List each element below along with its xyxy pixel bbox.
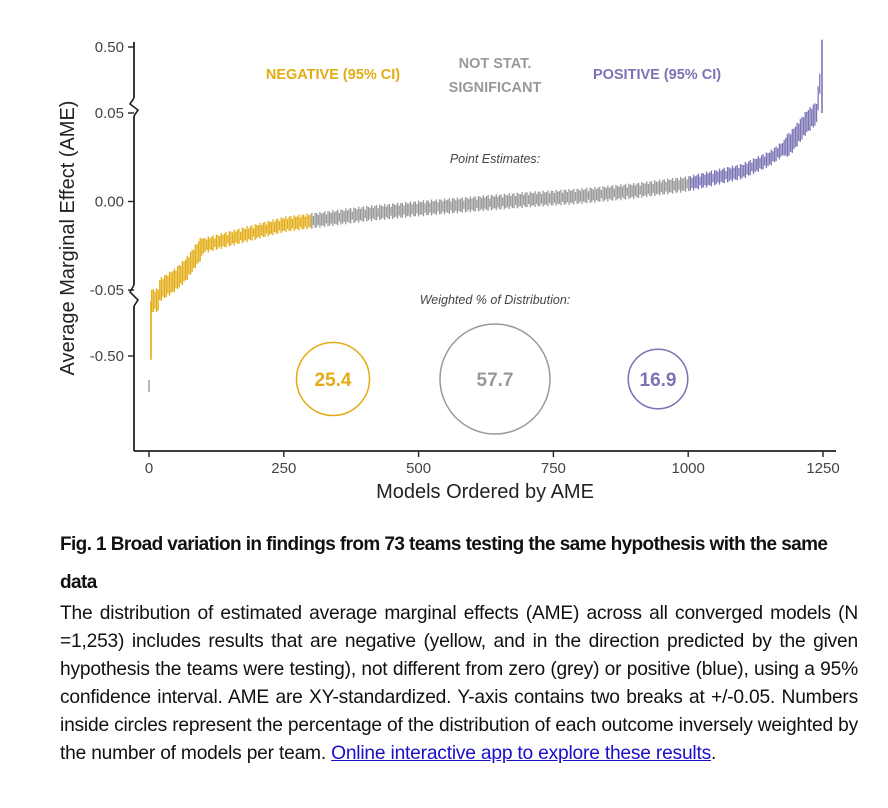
y-tick-label: -0.05: [90, 282, 124, 299]
chart-labels: NEGATIVE (95% CI) NOT STAT. SIGNIFICANT POS…: [266, 56, 721, 391]
interactive-app-link[interactable]: Online interactive app to explore these …: [331, 743, 712, 764]
y-tick-label: 0.05: [95, 105, 124, 122]
x-tick-label: 0: [145, 460, 153, 477]
x-tick-label: 750: [541, 460, 566, 477]
chart-axes: 0.50 0.05 0.00 -0.05 -0.50 0 250 500 750 1000 1250…: [57, 39, 840, 503]
weighted-percent-label: 25.4: [315, 370, 352, 391]
weighted-circle: [295, 341, 371, 417]
figure-caption-body: The distribution of estimated average ma…: [60, 600, 858, 768]
legend-positive: POSITIVE (95% CI): [593, 67, 721, 83]
legend-not-significant-line1: NOT STAT.: [459, 56, 532, 72]
legend-negative: NEGATIVE (95% CI): [266, 67, 400, 83]
caption-text: The distribution of estimated average ma…: [60, 603, 858, 764]
x-tick-label: 250: [271, 460, 296, 477]
legend-not-significant-line2: SIGNIFICANT: [449, 80, 542, 96]
ame-chart: 0.50 0.05 0.00 -0.05 -0.50 0 250 500 750 1000 1250…: [57, 39, 840, 503]
y-axis-break-top: [128, 97, 140, 117]
y-tick-label: 0.50: [95, 39, 124, 56]
caption-trailing: .: [711, 743, 717, 764]
figure-caption-title: Fig. 1 Broad variation in findings from …: [60, 534, 828, 593]
weighted-percent-label: 57.7: [477, 370, 514, 391]
weighted-circle: [439, 323, 551, 435]
y-axis-title: Average Marginal Effect (AME): [57, 101, 79, 376]
chart-marks: [148, 39, 823, 435]
weighted-percent-label: 16.9: [640, 370, 677, 391]
x-tick-label: 1250: [806, 460, 839, 477]
annotation-point-estimates: Point Estimates:: [450, 152, 540, 166]
y-tick-label: -0.50: [90, 348, 124, 365]
x-axis-title: Models Ordered by AME: [376, 481, 594, 503]
annotation-weighted-distribution: Weighted % of Distribution:: [420, 293, 571, 307]
y-axis-break-bottom: [129, 284, 140, 307]
weighted-circle: [627, 348, 689, 410]
x-tick-label: 500: [406, 460, 431, 477]
y-tick-label: 0.00: [95, 194, 124, 211]
x-tick-label: 1000: [672, 460, 705, 477]
